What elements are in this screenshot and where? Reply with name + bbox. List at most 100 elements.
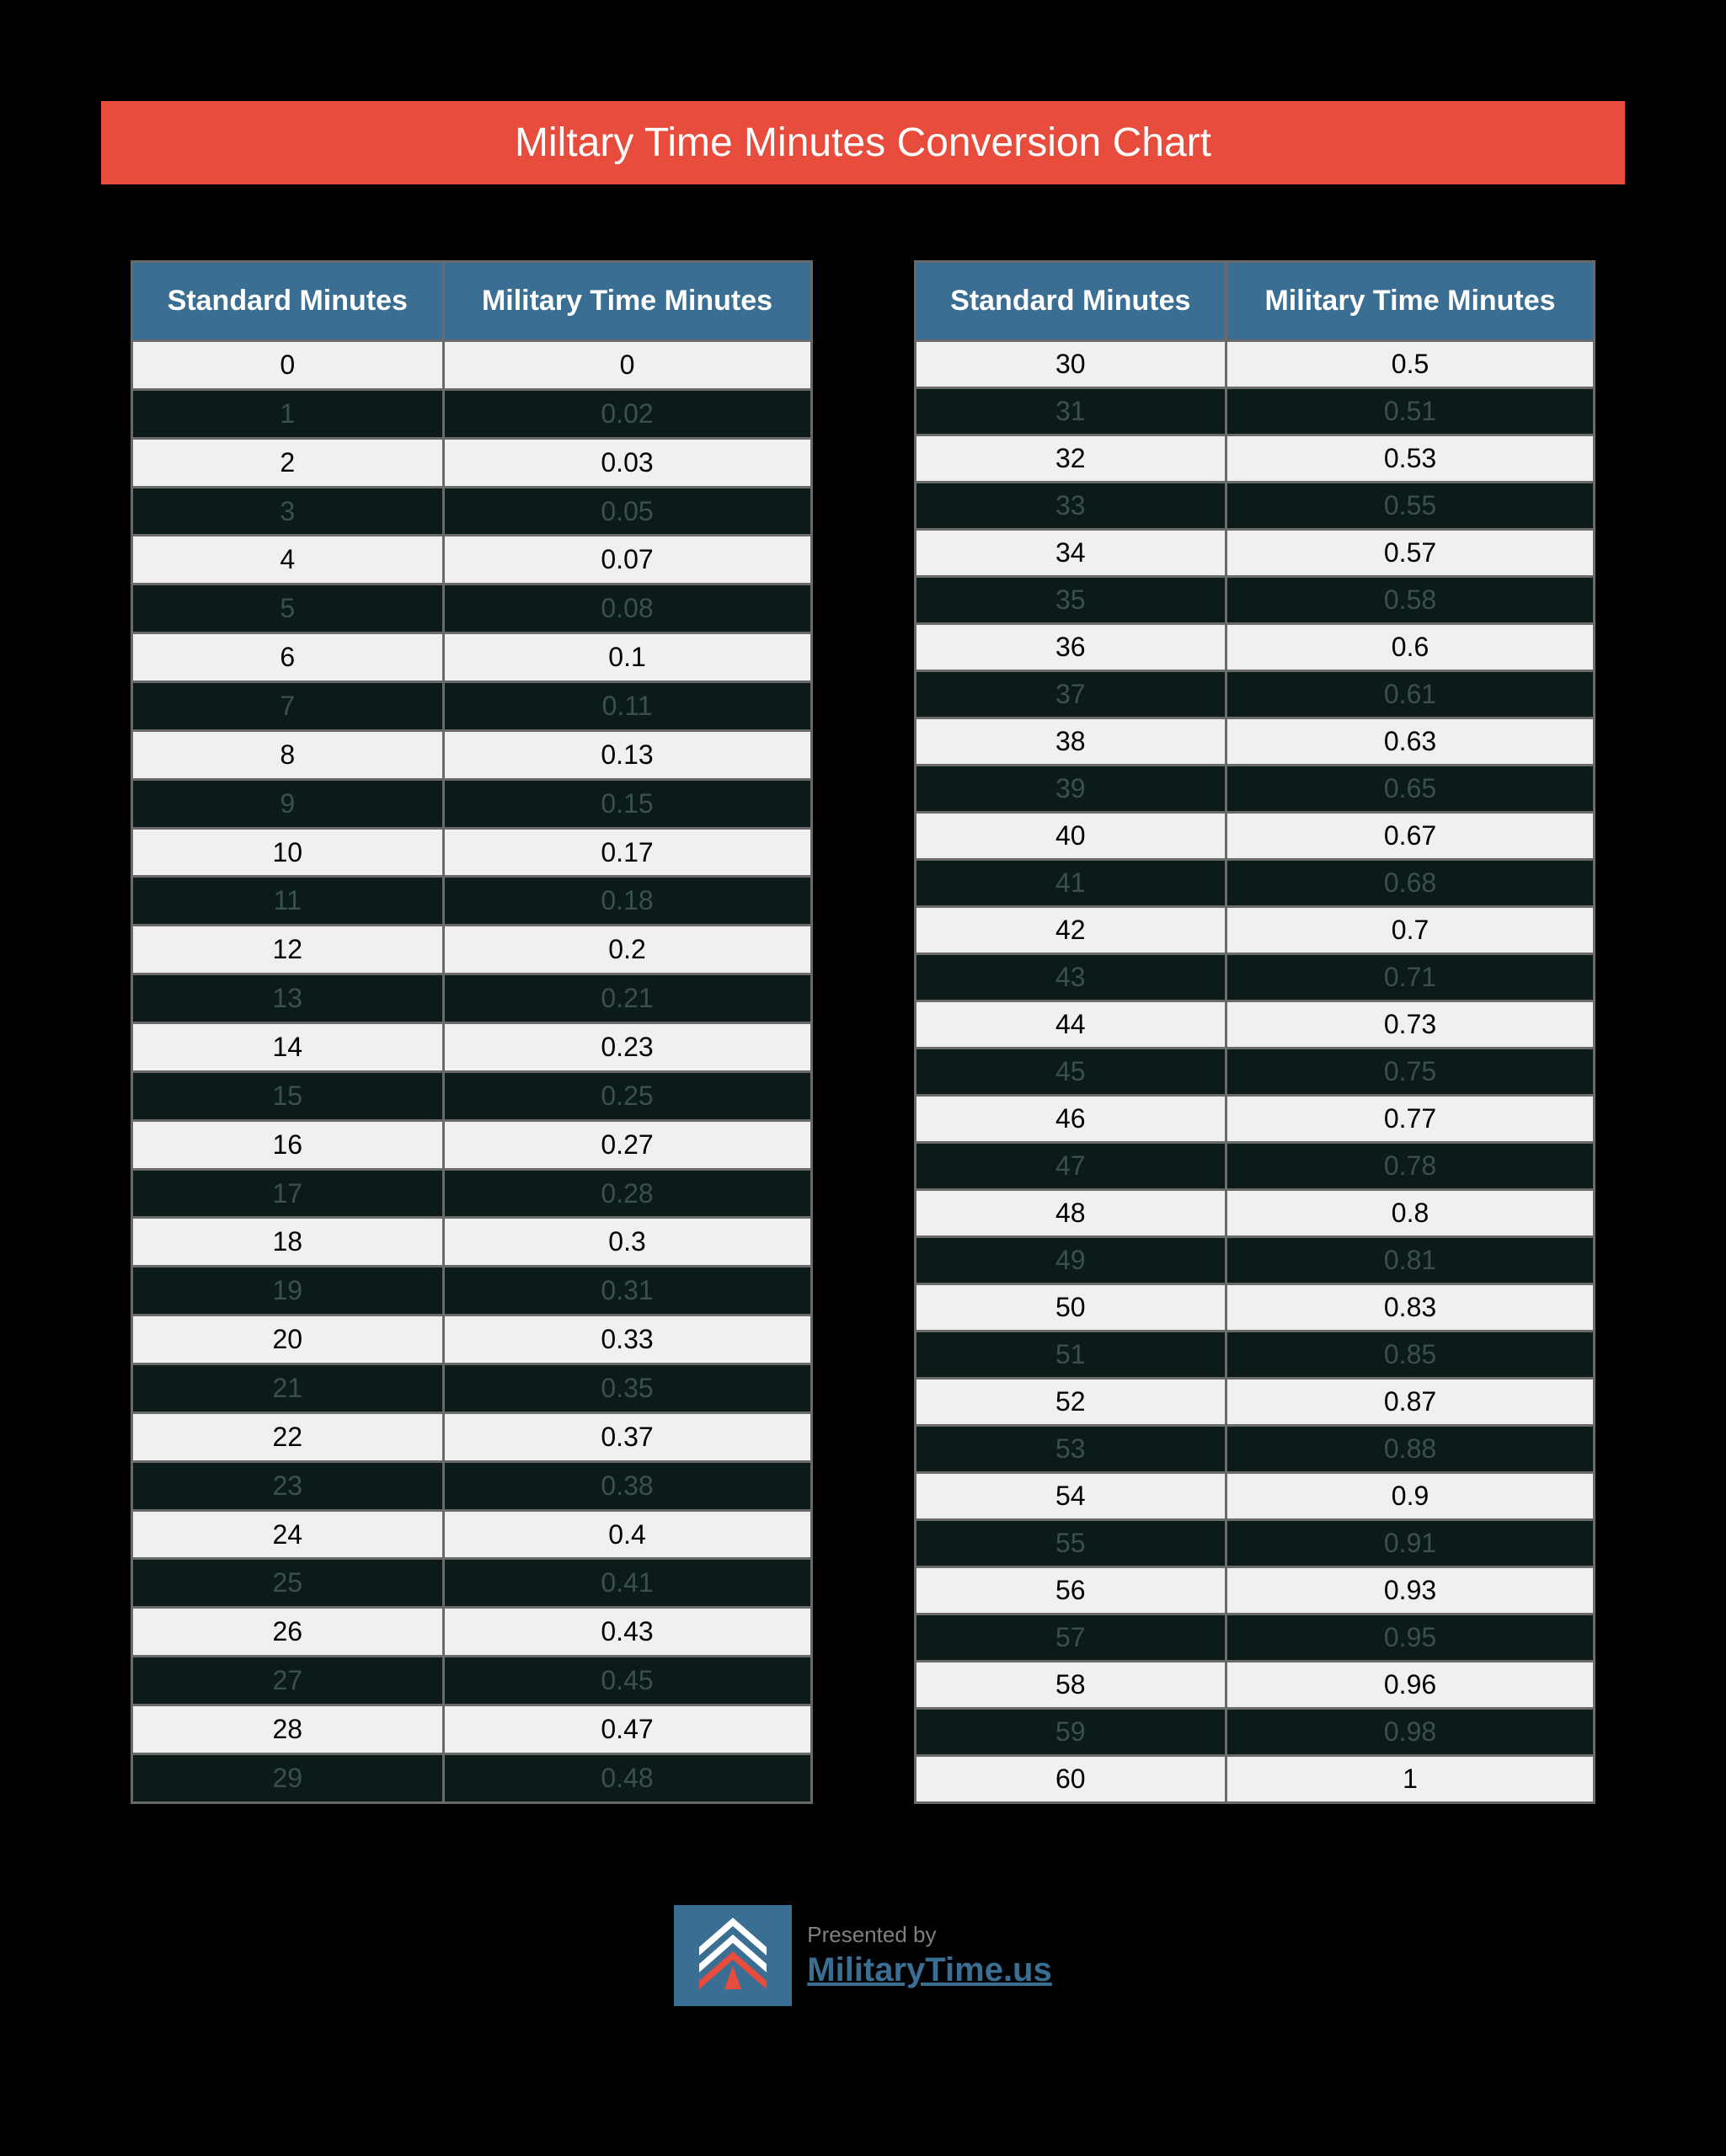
cell-military: 0.45 [443,1657,811,1705]
cell-standard: 54 [915,1473,1226,1520]
table-row: 290.48 [132,1753,812,1802]
cell-military: 0.57 [1226,530,1595,577]
cell-military: 0.38 [443,1461,811,1510]
cell-standard: 38 [915,718,1226,766]
table-row: 320.53 [915,435,1595,483]
cell-military: 0.21 [443,974,811,1023]
table-row: 30.05 [132,487,812,536]
cell-standard: 57 [915,1614,1226,1662]
right-header-military: Military Time Minutes [1226,262,1595,341]
cell-standard: 60 [915,1756,1226,1803]
cell-military: 0.61 [1226,671,1595,718]
table-row: 180.3 [132,1218,812,1267]
table-row: 70.11 [132,682,812,731]
cell-military: 0.05 [443,487,811,536]
cell-standard: 43 [915,954,1226,1001]
cell-military: 0.03 [443,438,811,487]
table-row: 540.9 [915,1473,1595,1520]
table-row: 530.88 [915,1426,1595,1473]
cell-military: 0.23 [443,1023,811,1072]
brand-logo-icon [674,1905,792,2006]
cell-military: 0.83 [1226,1284,1595,1331]
cell-military: 0.25 [443,1071,811,1120]
table-row: 420.7 [915,907,1595,954]
table-row: 480.8 [915,1190,1595,1237]
cell-standard: 1 [132,389,444,438]
cell-standard: 14 [132,1023,444,1072]
table-row: 590.98 [915,1709,1595,1756]
cell-standard: 2 [132,438,444,487]
cell-standard: 8 [132,730,444,779]
cell-military: 0.65 [1226,766,1595,813]
table-row: 20.03 [132,438,812,487]
cell-standard: 23 [132,1461,444,1510]
cell-military: 0.47 [443,1705,811,1754]
table-row: 500.83 [915,1284,1595,1331]
table-row: 130.21 [132,974,812,1023]
table-row: 110.18 [132,877,812,926]
table-row: 40.07 [132,536,812,584]
cell-military: 0.2 [443,926,811,974]
cell-military: 0.91 [1226,1520,1595,1567]
cell-military: 0.68 [1226,860,1595,907]
cell-military: 0.33 [443,1315,811,1364]
cell-military: 0.13 [443,730,811,779]
cell-military: 0.3 [443,1218,811,1267]
cell-military: 0.8 [1226,1190,1595,1237]
table-row: 380.63 [915,718,1595,766]
table-row: 80.13 [132,730,812,779]
table-row: 450.75 [915,1049,1595,1096]
cell-military: 0.85 [1226,1331,1595,1379]
table-row: 140.23 [132,1023,812,1072]
cell-standard: 42 [915,907,1226,954]
table-row: 410.68 [915,860,1595,907]
footer-text-group: Presented by MilitaryTime.us [807,1922,1051,1989]
table-row: 430.71 [915,954,1595,1001]
cell-military: 0.9 [1226,1473,1595,1520]
cell-standard: 44 [915,1001,1226,1049]
table-row: 510.85 [915,1331,1595,1379]
cell-military: 0.81 [1226,1237,1595,1284]
cell-military: 0.31 [443,1267,811,1315]
cell-standard: 37 [915,671,1226,718]
cell-military: 0.4 [443,1510,811,1559]
cell-standard: 21 [132,1364,444,1413]
table-row: 280.47 [132,1705,812,1754]
cell-military: 0.77 [1226,1096,1595,1143]
table-row: 230.38 [132,1461,812,1510]
cell-standard: 15 [132,1071,444,1120]
cell-standard: 52 [915,1379,1226,1426]
cell-military: 1 [1226,1756,1595,1803]
table-row: 200.33 [132,1315,812,1364]
cell-standard: 10 [132,828,444,877]
cell-military: 0.41 [443,1559,811,1608]
cell-military: 0.98 [1226,1709,1595,1756]
cell-standard: 11 [132,877,444,926]
cell-military: 0.58 [1226,577,1595,624]
cell-standard: 36 [915,624,1226,671]
table-row: 190.31 [132,1267,812,1315]
cell-standard: 26 [132,1608,444,1657]
cell-military: 0.71 [1226,954,1595,1001]
cell-military: 0.28 [443,1169,811,1218]
cell-military: 0.78 [1226,1143,1595,1190]
table-row: 460.77 [915,1096,1595,1143]
cell-standard: 19 [132,1267,444,1315]
left-header-standard: Standard Minutes [132,262,444,341]
left-table: Standard Minutes Military Time Minutes 0… [131,260,813,1804]
cell-standard: 56 [915,1567,1226,1614]
cell-military: 0.48 [443,1753,811,1802]
cell-standard: 55 [915,1520,1226,1567]
table-row: 330.55 [915,483,1595,530]
table-row: 560.93 [915,1567,1595,1614]
table-row: 340.57 [915,530,1595,577]
cell-standard: 41 [915,860,1226,907]
cell-military: 0.15 [443,779,811,828]
cell-standard: 39 [915,766,1226,813]
cell-standard: 40 [915,813,1226,860]
cell-standard: 27 [132,1657,444,1705]
table-row: 100.17 [132,828,812,877]
footer-brand-link[interactable]: MilitaryTime.us [807,1951,1051,1989]
cell-standard: 12 [132,926,444,974]
cell-standard: 9 [132,779,444,828]
